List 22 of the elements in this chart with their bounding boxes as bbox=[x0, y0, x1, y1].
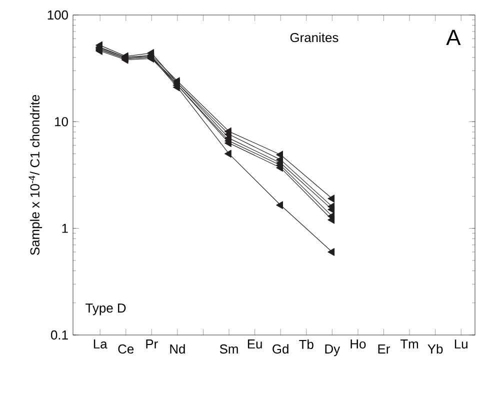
x-tick-label: Gd bbox=[272, 344, 288, 354]
x-tick-label: Er bbox=[378, 344, 390, 354]
x-tick-label: Sm bbox=[220, 344, 238, 354]
y-tick-label: 1 bbox=[62, 224, 68, 233]
x-tick-label: Ce bbox=[118, 344, 134, 354]
x-tick-label: La bbox=[94, 340, 108, 349]
x-tick-label: Tb bbox=[299, 340, 314, 350]
annotation: Type D bbox=[86, 304, 126, 316]
annotation: A bbox=[446, 30, 461, 45]
y-tick-label: 0.1 bbox=[50, 330, 68, 340]
annotation: Granites bbox=[290, 32, 338, 42]
x-tick-label: Pr bbox=[146, 340, 158, 348]
y-tick-label: 100 bbox=[48, 10, 68, 20]
y-tick-label: 10 bbox=[55, 117, 68, 126]
x-tick-label: Ho bbox=[350, 340, 366, 349]
x-tick-label: Yb bbox=[428, 344, 443, 354]
x-tick-label: Lu bbox=[454, 340, 468, 349]
x-tick-label: Nd bbox=[170, 344, 185, 354]
y-axis-title: Sample x 10$^{-4}$/ C1 chondrite bbox=[28, 95, 42, 255]
x-tick-label: Dy bbox=[325, 344, 340, 356]
x-tick-label: Eu bbox=[248, 340, 262, 349]
x-tick-label: Tm bbox=[400, 340, 418, 348]
